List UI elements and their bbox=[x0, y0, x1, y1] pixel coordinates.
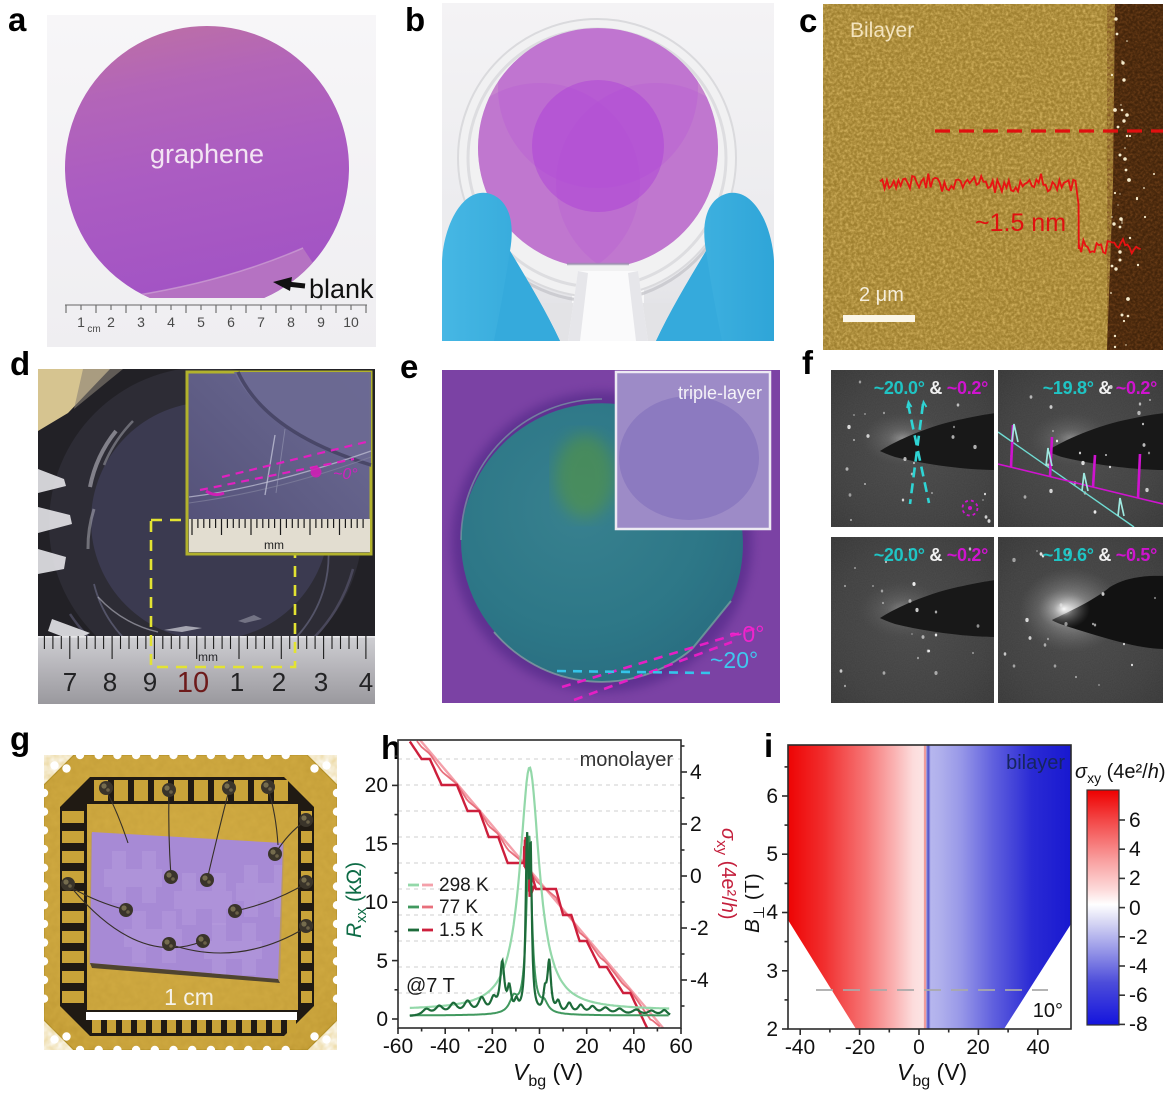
svg-text:0: 0 bbox=[690, 865, 702, 888]
svg-text:1 cm: 1 cm bbox=[164, 984, 214, 1010]
svg-text:3: 3 bbox=[314, 667, 328, 697]
svg-text:blank: blank bbox=[309, 274, 374, 304]
svg-text:0: 0 bbox=[376, 1008, 388, 1031]
svg-text:0: 0 bbox=[1129, 897, 1141, 920]
svg-text:298 K: 298 K bbox=[439, 875, 489, 896]
svg-text:9: 9 bbox=[143, 667, 157, 697]
svg-text:6: 6 bbox=[766, 785, 778, 808]
svg-text:2: 2 bbox=[272, 667, 286, 697]
svg-text:Bilayer: Bilayer bbox=[850, 19, 914, 42]
svg-text:~19.8° & ~0.2°: ~19.8° & ~0.2° bbox=[1043, 378, 1157, 398]
svg-text:40: 40 bbox=[1026, 1036, 1049, 1059]
svg-text:5: 5 bbox=[376, 950, 388, 973]
svg-text:-6: -6 bbox=[1129, 984, 1148, 1007]
svg-text:cm: cm bbox=[87, 324, 100, 335]
svg-text:-4: -4 bbox=[1129, 955, 1148, 978]
svg-text:6: 6 bbox=[227, 314, 235, 330]
svg-text:2: 2 bbox=[766, 1018, 778, 1041]
svg-text:graphene: graphene bbox=[150, 139, 264, 169]
svg-text:mm: mm bbox=[198, 650, 218, 664]
svg-text:mm: mm bbox=[264, 538, 284, 552]
svg-text:~20.0° & ~0.2°: ~20.0° & ~0.2° bbox=[874, 378, 988, 398]
svg-text:3: 3 bbox=[137, 314, 145, 330]
svg-text:4: 4 bbox=[766, 901, 778, 924]
svg-text:6: 6 bbox=[1129, 809, 1141, 832]
svg-text:Vbg (V): Vbg (V) bbox=[897, 1059, 967, 1090]
svg-text:10°: 10° bbox=[1033, 1000, 1063, 1022]
svg-text:4: 4 bbox=[359, 667, 373, 697]
svg-text:5: 5 bbox=[197, 314, 205, 330]
svg-text:20: 20 bbox=[365, 774, 388, 797]
svg-text:8: 8 bbox=[287, 314, 295, 330]
svg-text:2: 2 bbox=[107, 314, 115, 330]
svg-text:-20: -20 bbox=[845, 1036, 875, 1059]
svg-text:-2: -2 bbox=[690, 917, 709, 940]
svg-text:77 K: 77 K bbox=[439, 897, 478, 918]
svg-text:7: 7 bbox=[63, 667, 77, 697]
svg-text:1: 1 bbox=[77, 314, 85, 330]
svg-text:7: 7 bbox=[257, 314, 265, 330]
svg-text:~0°: ~0° bbox=[729, 621, 764, 647]
svg-text:9: 9 bbox=[317, 314, 325, 330]
svg-text:4: 4 bbox=[167, 314, 175, 330]
svg-text:2: 2 bbox=[1129, 867, 1141, 890]
svg-text:-8: -8 bbox=[1129, 1013, 1148, 1036]
svg-text:40: 40 bbox=[622, 1035, 645, 1058]
svg-text:60: 60 bbox=[669, 1035, 692, 1058]
svg-text:-20: -20 bbox=[477, 1035, 507, 1058]
svg-text:5: 5 bbox=[766, 843, 778, 866]
svg-text:-40: -40 bbox=[430, 1035, 460, 1058]
svg-text:B⊥ (T): B⊥ (T) bbox=[745, 873, 768, 933]
svg-text:0: 0 bbox=[533, 1035, 545, 1058]
svg-text:~19.6° & ~0.5°: ~19.6° & ~0.5° bbox=[1043, 545, 1157, 565]
svg-text:~0°: ~0° bbox=[333, 466, 358, 483]
svg-text:15: 15 bbox=[365, 833, 388, 856]
svg-text:Rxx (kΩ): Rxx (kΩ) bbox=[345, 862, 370, 938]
svg-text:~20°: ~20° bbox=[710, 647, 758, 673]
svg-text:bilayer: bilayer bbox=[1006, 752, 1065, 774]
svg-text:8: 8 bbox=[103, 667, 117, 697]
svg-text:2: 2 bbox=[690, 813, 702, 836]
svg-text:σxy (4e²/h): σxy (4e²/h) bbox=[713, 828, 739, 920]
svg-text:4: 4 bbox=[690, 761, 702, 784]
svg-text:3: 3 bbox=[766, 960, 778, 983]
svg-text:@7 T: @7 T bbox=[406, 975, 455, 997]
svg-text:triple-layer: triple-layer bbox=[678, 383, 762, 403]
svg-text:~20.0° & ~0.2°: ~20.0° & ~0.2° bbox=[874, 545, 988, 565]
svg-text:~1.5 nm: ~1.5 nm bbox=[975, 209, 1066, 237]
svg-text:-40: -40 bbox=[785, 1036, 815, 1059]
svg-text:-4: -4 bbox=[690, 969, 709, 992]
svg-text:1.5 K: 1.5 K bbox=[439, 920, 484, 941]
svg-text:2 μm: 2 μm bbox=[859, 284, 904, 306]
svg-text:σxy (4e²/h): σxy (4e²/h) bbox=[1075, 761, 1166, 786]
svg-text:4: 4 bbox=[1129, 838, 1141, 861]
svg-text:10: 10 bbox=[365, 891, 388, 914]
svg-text:20: 20 bbox=[575, 1035, 598, 1058]
svg-text:10: 10 bbox=[177, 667, 209, 699]
svg-text:1: 1 bbox=[230, 667, 244, 697]
svg-text:0: 0 bbox=[913, 1036, 925, 1059]
svg-text:-2: -2 bbox=[1129, 926, 1148, 949]
svg-text:20: 20 bbox=[966, 1036, 989, 1059]
svg-text:Vbg (V): Vbg (V) bbox=[513, 1059, 583, 1090]
svg-text:-60: -60 bbox=[383, 1035, 413, 1058]
svg-text:10: 10 bbox=[343, 314, 359, 330]
svg-text:monolayer: monolayer bbox=[580, 749, 674, 771]
